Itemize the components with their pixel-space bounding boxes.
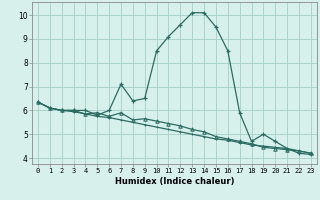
X-axis label: Humidex (Indice chaleur): Humidex (Indice chaleur) (115, 177, 234, 186)
